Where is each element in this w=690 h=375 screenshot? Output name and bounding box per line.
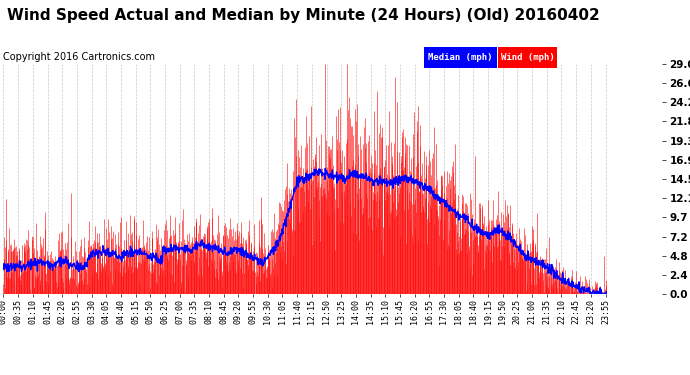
Text: Copyright 2016 Cartronics.com: Copyright 2016 Cartronics.com	[3, 52, 155, 62]
Text: Wind (mph): Wind (mph)	[501, 53, 554, 62]
Text: Wind Speed Actual and Median by Minute (24 Hours) (Old) 20160402: Wind Speed Actual and Median by Minute (…	[7, 8, 600, 23]
Text: Median (mph): Median (mph)	[428, 53, 493, 62]
